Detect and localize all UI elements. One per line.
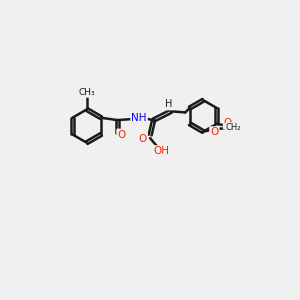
Text: O: O <box>117 130 126 140</box>
Text: NH: NH <box>131 113 147 123</box>
Text: CH₃: CH₃ <box>78 88 95 97</box>
Text: O: O <box>210 127 218 137</box>
Text: H: H <box>165 99 173 110</box>
Text: OH: OH <box>153 146 169 156</box>
Text: CH₂: CH₂ <box>226 123 242 132</box>
Text: O: O <box>139 134 147 144</box>
Text: O: O <box>224 118 232 128</box>
